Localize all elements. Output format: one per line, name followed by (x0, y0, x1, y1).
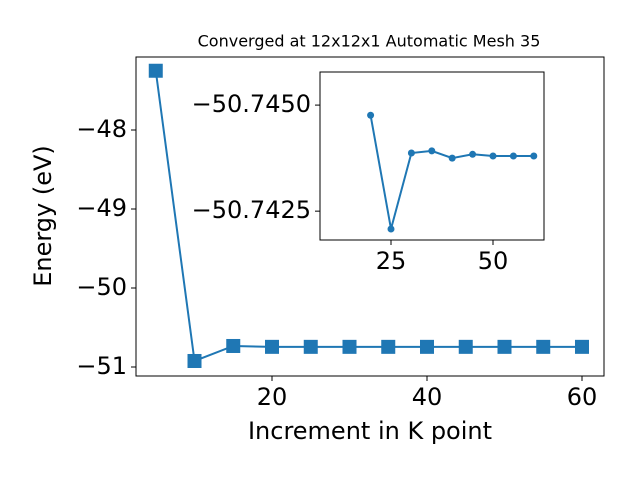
marker (387, 225, 395, 233)
marker (226, 338, 241, 353)
x-tick-label: 60 (567, 383, 598, 411)
marker (574, 339, 589, 354)
series (148, 63, 589, 368)
y-axis-label: Energy (eV) (29, 145, 57, 287)
marker (342, 339, 357, 354)
marker (428, 147, 436, 155)
plot-frame (135, 56, 605, 377)
marker (458, 339, 473, 354)
plot-frame (319, 71, 545, 241)
y-tick-label: −51 (76, 352, 127, 380)
y-tick-label: −50.7425 (192, 196, 311, 224)
x-tick-label: 50 (478, 247, 509, 275)
y-tick-label: −50.7450 (192, 90, 311, 118)
y-tick-label: −49 (76, 194, 127, 222)
marker (303, 339, 318, 354)
marker (536, 339, 551, 354)
x-tick-label: 20 (257, 383, 288, 411)
x-axis-label: Increment in K point (248, 417, 492, 445)
x-tick-label: 40 (412, 383, 443, 411)
marker (448, 154, 456, 162)
marker (367, 111, 375, 119)
y-tick-label: −48 (76, 115, 127, 143)
marker (419, 339, 434, 354)
y-tick-label: −50 (76, 273, 127, 301)
marker (381, 339, 396, 354)
marker (489, 152, 497, 160)
chart-title: Converged at 12x12x1 Automatic Mesh 35 (198, 32, 541, 51)
marker (148, 63, 163, 78)
marker (407, 149, 415, 157)
marker (530, 152, 538, 160)
marker (497, 339, 512, 354)
marker (265, 339, 280, 354)
marker (509, 152, 517, 160)
marker (469, 150, 477, 158)
x-tick-label: 25 (376, 247, 407, 275)
series (367, 111, 538, 233)
marker (187, 353, 202, 368)
